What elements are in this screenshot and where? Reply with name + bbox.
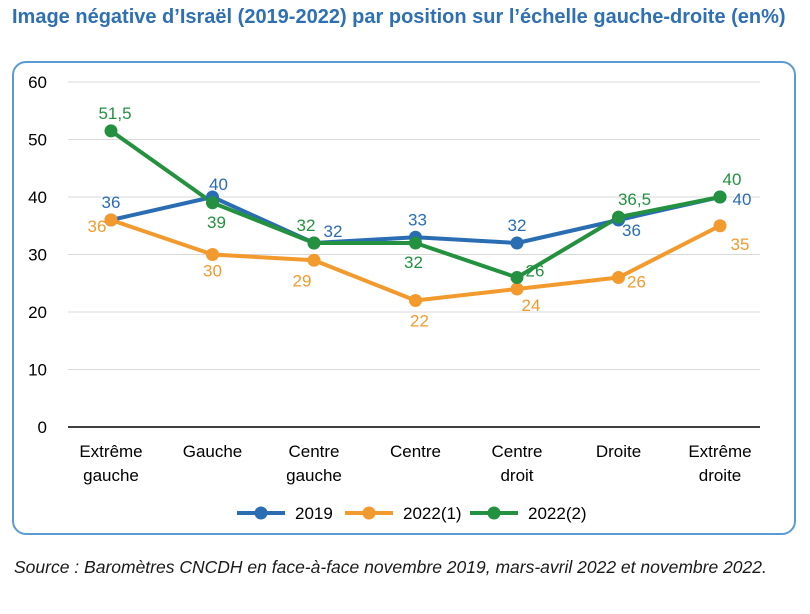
y-tick-label: 20 xyxy=(28,303,47,322)
legend-label: 2019 xyxy=(295,504,333,523)
data-point xyxy=(206,196,219,210)
data-label: 39 xyxy=(207,213,226,232)
legend-marker xyxy=(254,506,268,520)
data-label: 51,5 xyxy=(98,104,131,123)
legend-marker xyxy=(362,506,376,520)
data-label: 40 xyxy=(209,175,228,194)
data-point xyxy=(510,282,524,296)
data-label: 32 xyxy=(297,216,316,235)
x-tick-label: droit xyxy=(500,466,533,485)
data-point xyxy=(104,213,118,227)
y-tick-label: 0 xyxy=(38,418,47,437)
legend-label: 2022(2) xyxy=(528,504,587,523)
data-label: 40 xyxy=(723,170,742,189)
x-tick-label: Centre xyxy=(288,442,339,461)
data-label: 32 xyxy=(404,253,423,272)
data-label: 40 xyxy=(733,190,752,209)
data-point xyxy=(510,271,524,284)
y-tick-label: 30 xyxy=(28,246,47,265)
data-label: 33 xyxy=(408,210,427,229)
y-tick-label: 40 xyxy=(28,188,47,207)
data-point xyxy=(409,294,422,307)
data-label: 35 xyxy=(731,235,750,254)
data-label: 22 xyxy=(410,312,429,331)
data-label: 24 xyxy=(522,296,541,315)
x-tick-label: Extrême xyxy=(79,442,142,461)
data-point xyxy=(713,190,727,204)
data-point xyxy=(206,248,219,261)
data-label: 32 xyxy=(508,216,527,235)
data-point xyxy=(104,124,118,138)
data-label: 29 xyxy=(293,271,312,290)
data-label: 26 xyxy=(627,273,646,292)
data-label: 36 xyxy=(88,217,107,236)
data-label: 36,5 xyxy=(618,190,651,209)
chart-title: Image négative d’Israël (2019-2022) par … xyxy=(12,6,786,28)
data-point xyxy=(307,236,321,250)
x-tick-label: gauche xyxy=(286,466,342,485)
x-tick-label: Centre xyxy=(390,442,441,461)
y-tick-label: 60 xyxy=(28,73,47,92)
data-label: 36 xyxy=(102,193,121,212)
data-point xyxy=(713,219,727,233)
legend-label: 2022(1) xyxy=(403,504,462,523)
x-tick-label: Droite xyxy=(596,442,641,461)
x-tick-label: Gauche xyxy=(183,442,243,461)
x-tick-label: droite xyxy=(699,466,742,485)
data-label: 26 xyxy=(526,262,545,281)
data-point xyxy=(612,210,625,224)
data-point xyxy=(307,253,321,267)
x-tick-label: Centre xyxy=(491,442,542,461)
data-point xyxy=(510,236,524,250)
legend-marker xyxy=(487,506,501,520)
y-tick-label: 50 xyxy=(28,131,47,150)
x-tick-label: gauche xyxy=(83,466,139,485)
source-note: Source : Baromètres CNCDH en face-à-face… xyxy=(14,557,767,577)
data-point xyxy=(409,236,422,250)
data-point xyxy=(612,271,625,284)
y-tick-label: 10 xyxy=(28,361,47,380)
data-label: 36 xyxy=(622,221,641,240)
data-label: 30 xyxy=(203,262,222,281)
data-label: 32 xyxy=(324,222,343,241)
x-tick-label: Extrême xyxy=(688,442,751,461)
